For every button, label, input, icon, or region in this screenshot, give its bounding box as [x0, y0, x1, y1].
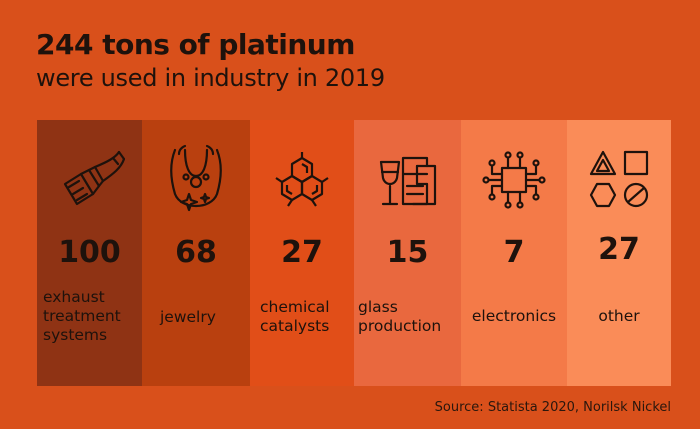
page-title: 244 tons of platinum — [36, 28, 355, 61]
column-electronics: 7 electronics — [461, 120, 567, 386]
value-glass: 15 — [386, 235, 429, 270]
necklace-icon — [142, 144, 250, 220]
shapes-icon — [567, 144, 671, 220]
label-glass: glass production — [358, 298, 442, 335]
column-jewelry: 68 jewelry — [142, 120, 250, 386]
page-subtitle: were used in industry in 2019 — [36, 64, 385, 92]
label-chemical: chemical catalysts — [260, 298, 330, 335]
label-electronics: electronics — [471, 307, 557, 325]
glassware-icon — [354, 144, 461, 220]
column-glass: 15 glass production — [354, 120, 461, 386]
microchip-icon — [461, 144, 567, 220]
value-electronics: 7 — [503, 235, 525, 270]
value-chemical: 27 — [281, 235, 323, 270]
source-note: Source: Statista 2020, Norilsk Nickel — [434, 400, 671, 415]
category-columns: 100 exhaust treatment systems 68 jewelry — [37, 120, 671, 386]
column-other: 27 other — [567, 120, 671, 386]
exhaust-pipe-icon — [37, 144, 142, 220]
value-jewelry: 68 — [175, 235, 217, 270]
label-other: other — [598, 307, 640, 325]
label-jewelry: jewelry — [160, 308, 216, 326]
value-other: 27 — [598, 232, 640, 267]
hexagon-molecule-icon — [250, 144, 354, 220]
label-exhaust: exhaust treatment systems — [43, 288, 121, 344]
column-exhaust: 100 exhaust treatment systems — [37, 120, 142, 386]
value-exhaust: 100 — [58, 235, 121, 270]
column-chemical: 27 chemical catalysts — [250, 120, 354, 386]
